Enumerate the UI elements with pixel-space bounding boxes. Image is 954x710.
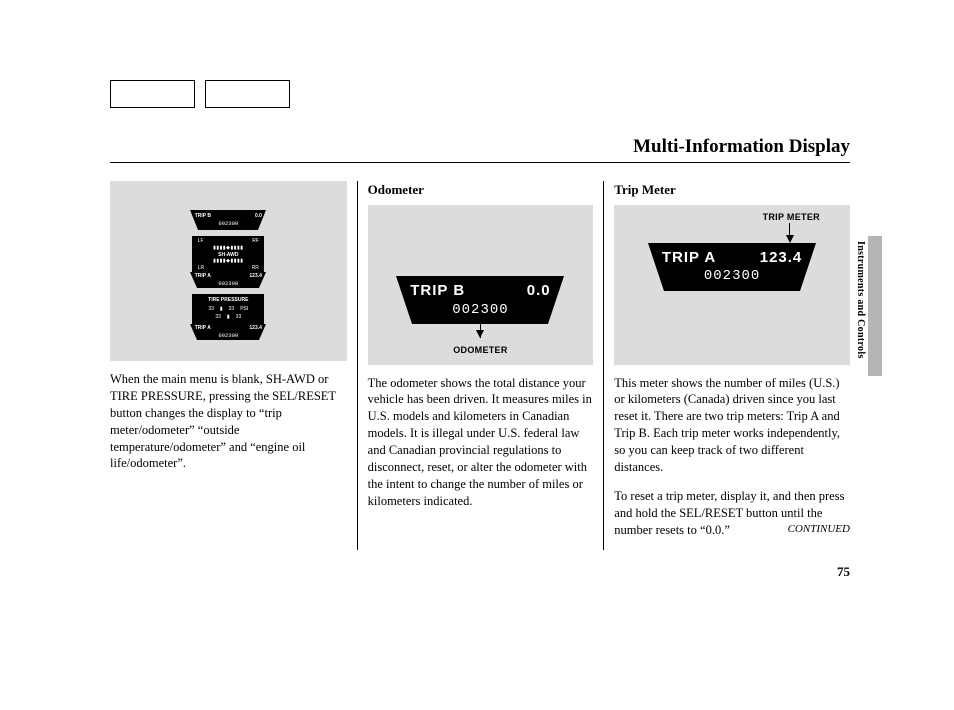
lr-label: LR	[198, 265, 204, 272]
page-number: 75	[837, 564, 850, 580]
mini-odo: 002300	[218, 220, 238, 227]
mini-gauge-shawd: LF RF ▮▮▮▮◆▮▮▮▮ SH-AWD ▮▮▮▮◆▮▮▮▮ LR RR	[186, 236, 270, 288]
tire-r: 33	[229, 306, 235, 313]
rr-label: RR	[252, 265, 259, 272]
figure-tripmeter: TRIP METER TRIP A 123.4 002300	[614, 205, 850, 365]
column-2: Odometer TRIP B 0.0 002300 ODOM	[357, 181, 604, 550]
odometer-heading: Odometer	[368, 181, 594, 199]
mini-gauge-tire: TIRE PRESSURE 33 ▮ 33 PSI 33▮33	[186, 294, 270, 340]
gauge-trip-value: 123.4	[760, 248, 803, 268]
tripmeter-callout: TRIP METER	[763, 211, 820, 223]
arrow-up-icon	[476, 330, 484, 338]
header-placeholders	[110, 80, 850, 108]
mini-trip-label: TRIP B	[195, 213, 211, 220]
placeholder-box	[110, 80, 195, 108]
rf-label: RF	[252, 238, 259, 245]
title-row: Multi-Information Display	[110, 136, 850, 163]
continued-label: CONTINUED	[788, 522, 850, 537]
gauge-trip-label: TRIP A	[662, 248, 716, 268]
content-columns: TRIP B 0.0 002300 LF RF ▮▮	[110, 181, 850, 550]
mini-trip-value: 0.0	[255, 213, 262, 220]
callout-line	[789, 223, 790, 235]
col1-text: When the main menu is blank, SH-AWD or T…	[110, 371, 347, 472]
gauge-odo-value: 002300	[704, 267, 760, 286]
mini-value: 123.4	[249, 325, 262, 332]
col3-text-1: This meter shows the number of miles (U.…	[614, 375, 850, 476]
side-section-label: Instruments and Controls	[854, 241, 868, 359]
gauge-trip-value: 0.0	[527, 281, 551, 301]
tire-l: 33	[208, 306, 214, 313]
gauge-odo-value: 002300	[452, 301, 508, 320]
tripmeter-heading: Trip Meter	[614, 181, 850, 199]
manual-page: Multi-Information Display TRIP B 0.0 002…	[110, 80, 850, 550]
mini-odo: 002300	[218, 280, 238, 287]
mini-gauge-trip-b: TRIP B 0.0 002300	[186, 210, 270, 230]
column-1: TRIP B 0.0 002300 LF RF ▮▮	[110, 181, 357, 550]
mini-value: 123.4	[249, 273, 262, 280]
gauge-trip-label: TRIP B	[410, 281, 465, 301]
col3-text-2: To reset a trip meter, display it, and t…	[614, 488, 850, 539]
figure-odometer: TRIP B 0.0 002300 ODOMETER	[368, 205, 594, 365]
column-3: Trip Meter TRIP METER TRIP A 123.4 0023	[603, 181, 850, 550]
lf-label: LF	[198, 238, 204, 245]
col2-text: The odometer shows the total distance yo…	[368, 375, 594, 510]
tire-title: TIRE PRESSURE	[208, 297, 248, 304]
figure-menu-screens: TRIP B 0.0 002300 LF RF ▮▮	[110, 181, 347, 361]
arrow-down-icon	[786, 235, 794, 243]
odometer-gauge: TRIP B 0.0 002300	[390, 276, 570, 324]
mini-label: TRIP A	[195, 325, 211, 332]
mini-odo: 002300	[218, 332, 238, 339]
tripmeter-gauge: TRIP A 123.4 002300	[642, 243, 822, 291]
side-tab	[868, 236, 882, 376]
placeholder-box	[205, 80, 290, 108]
mini-label: TRIP A	[195, 273, 211, 280]
shawd-label: SH-AWD	[218, 252, 238, 259]
tire-unit: PSI	[240, 306, 248, 313]
odometer-callout: ODOMETER	[453, 344, 507, 356]
page-title: Multi-Information Display	[110, 136, 850, 158]
